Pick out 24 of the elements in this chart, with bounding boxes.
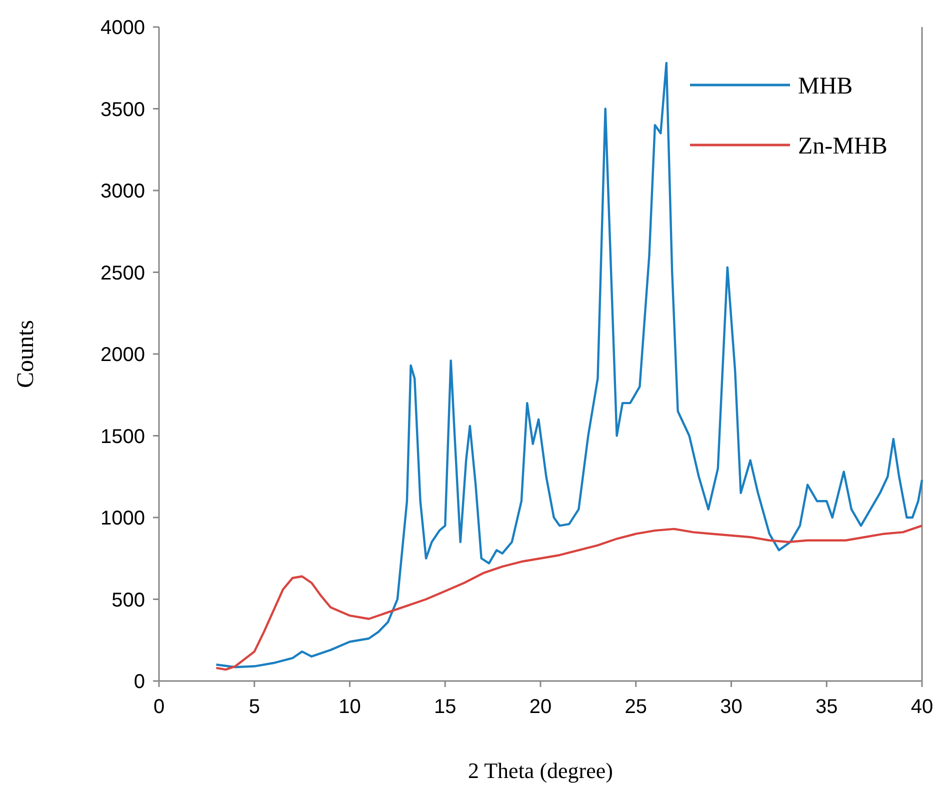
y-tick-label: 0 — [134, 671, 145, 693]
x-tick-label: 20 — [529, 696, 552, 718]
y-tick-label: 500 — [112, 589, 145, 612]
y-tick-label: 2500 — [100, 262, 145, 284]
x-tick-label: 35 — [816, 696, 838, 718]
x-tick-label: 10 — [338, 696, 361, 718]
y-tick-label: 3500 — [100, 98, 145, 121]
x-axis-title: 2 Theta (degree) — [468, 758, 613, 783]
x-tick-label: 30 — [720, 696, 742, 718]
legend-label: Zn-MHB — [798, 133, 888, 160]
y-tick-label: 1000 — [100, 508, 145, 530]
y-tick-label: 4000 — [100, 17, 145, 39]
legend-label: MHB — [798, 73, 853, 100]
y-tick-label: 1500 — [100, 426, 145, 448]
y-tick-label: 3000 — [100, 180, 145, 202]
x-tick-label: 0 — [153, 696, 165, 718]
x-tick-label: 15 — [434, 696, 456, 718]
line-series — [215, 62, 924, 668]
x-tick-label: 5 — [248, 696, 260, 718]
y-axis-title: Counts — [13, 320, 39, 388]
x-tick-label: 40 — [910, 696, 934, 718]
line-series — [215, 524, 924, 671]
y-tick-label: 2000 — [100, 344, 145, 366]
x-tick-label: 25 — [624, 696, 647, 718]
